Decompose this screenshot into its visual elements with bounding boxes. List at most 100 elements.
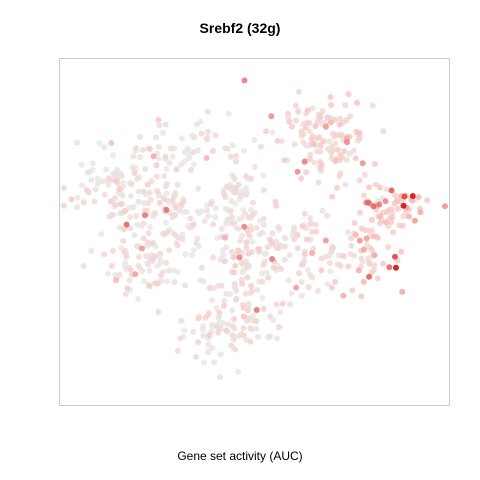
- data-point: [329, 193, 336, 200]
- data-point: [248, 175, 255, 182]
- data-point: [256, 231, 263, 238]
- data-point: [190, 328, 197, 335]
- data-point: [245, 214, 252, 221]
- data-point: [190, 221, 197, 228]
- data-point: [61, 185, 67, 192]
- data-point: [324, 114, 331, 121]
- data-point: [319, 108, 326, 115]
- data-point: [91, 198, 98, 205]
- data-point: [317, 142, 324, 149]
- data-point: [228, 198, 235, 205]
- data-point: [368, 216, 375, 223]
- data-point: [181, 327, 188, 334]
- data-point: [218, 282, 225, 289]
- data-point: [295, 108, 302, 115]
- data-point: [355, 267, 362, 274]
- data-point: [182, 251, 189, 258]
- data-point: [337, 262, 344, 269]
- data-point: [298, 175, 305, 182]
- data-point: [411, 217, 418, 224]
- data-point: [309, 228, 315, 235]
- data-point: [204, 207, 211, 214]
- data-point: [155, 116, 162, 123]
- data-point: [329, 244, 336, 251]
- data-point: [208, 297, 215, 304]
- data-point: [354, 99, 361, 106]
- data-point: [374, 275, 381, 282]
- data-point: [327, 94, 334, 100]
- data-point: [200, 278, 207, 285]
- data-point: [108, 263, 115, 269]
- data-point: [359, 160, 366, 167]
- data-point: [361, 246, 368, 253]
- data-point: [254, 246, 261, 253]
- data-point: [204, 108, 211, 115]
- data-point: [299, 223, 306, 230]
- data-point: [178, 161, 185, 168]
- data-point: [292, 102, 299, 109]
- data-point: [247, 325, 254, 332]
- data-point: [220, 251, 227, 258]
- data-point: [301, 210, 308, 217]
- data-point: [174, 242, 181, 249]
- data-point: [371, 266, 377, 273]
- data-point: [78, 161, 85, 168]
- data-point: [191, 134, 198, 140]
- data-point: [328, 284, 335, 291]
- data-point: [206, 332, 213, 339]
- data-point: [116, 186, 123, 193]
- data-point: [306, 120, 313, 126]
- data-point: [275, 224, 282, 230]
- data-point: [260, 215, 267, 222]
- data-point: [146, 145, 153, 152]
- data-point: [211, 359, 218, 366]
- data-point: [309, 274, 316, 281]
- data-point: [298, 132, 305, 139]
- data-point: [300, 261, 307, 268]
- data-point: [409, 193, 416, 199]
- data-point: [135, 188, 142, 195]
- data-point: [174, 181, 181, 188]
- data-point: [327, 119, 334, 126]
- data-point: [121, 248, 128, 255]
- data-point: [144, 181, 151, 188]
- data-point: [227, 208, 234, 215]
- data-point: [289, 123, 296, 130]
- data-point: [194, 235, 201, 242]
- data-point: [337, 132, 344, 139]
- data-point: [300, 139, 307, 146]
- data-point: [240, 304, 247, 311]
- data-point: [288, 290, 295, 297]
- data-point: [198, 208, 205, 215]
- data-point: [245, 231, 252, 237]
- data-point: [307, 215, 314, 222]
- data-point: [144, 239, 151, 246]
- data-point: [254, 286, 261, 293]
- data-point: [205, 213, 212, 220]
- data-point: [220, 190, 227, 197]
- data-point: [311, 159, 318, 166]
- data-point: [68, 196, 75, 203]
- data-point: [263, 128, 269, 135]
- data-point: [360, 192, 367, 199]
- data-point: [317, 112, 324, 119]
- data-point: [139, 245, 145, 252]
- data-point: [162, 153, 169, 160]
- data-point: [253, 224, 260, 231]
- data-point: [175, 234, 182, 241]
- data-point: [84, 169, 91, 176]
- data-point: [217, 351, 224, 358]
- data-point: [258, 270, 265, 277]
- data-point: [239, 280, 246, 287]
- data-point: [119, 192, 126, 199]
- data-point: [405, 213, 412, 220]
- data-point: [124, 285, 131, 292]
- data-point: [286, 252, 293, 259]
- data-point: [281, 243, 288, 250]
- data-point: [224, 183, 230, 190]
- data-point: [232, 346, 238, 353]
- data-point: [152, 134, 159, 141]
- data-point: [210, 221, 217, 228]
- data-point: [245, 301, 252, 308]
- data-point: [206, 285, 213, 291]
